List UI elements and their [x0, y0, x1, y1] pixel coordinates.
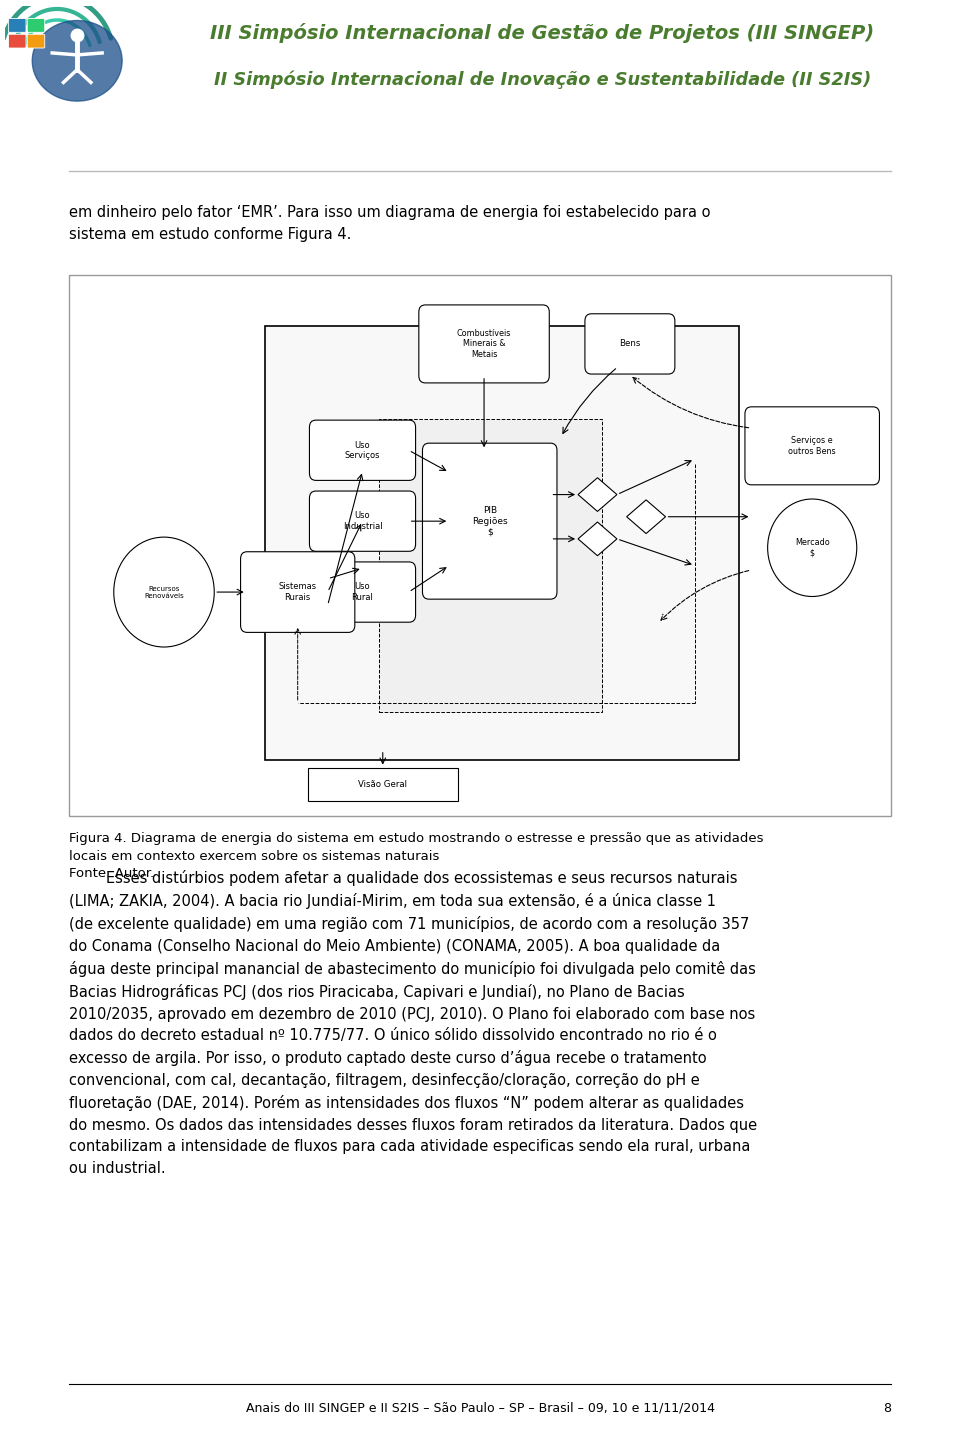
FancyBboxPatch shape [27, 35, 45, 48]
Text: em dinheiro pelo fator ‘EMR’. Para isso um diagrama de energia foi estabelecido : em dinheiro pelo fator ‘EMR’. Para isso … [69, 205, 710, 241]
FancyBboxPatch shape [69, 275, 891, 816]
Polygon shape [578, 478, 617, 512]
FancyBboxPatch shape [585, 314, 675, 374]
Text: Sistemas
Rurais: Sistemas Rurais [278, 582, 317, 601]
FancyBboxPatch shape [9, 35, 26, 48]
FancyBboxPatch shape [309, 562, 416, 623]
Text: Uso
Serviços: Uso Serviços [345, 441, 380, 460]
FancyBboxPatch shape [241, 552, 355, 633]
Text: III Simpósio Internacional de Gestão de Projetos (III SINGEP): III Simpósio Internacional de Gestão de … [210, 23, 875, 43]
Text: Serviços e
outros Bens: Serviços e outros Bens [788, 436, 836, 455]
Bar [265, 327, 739, 760]
Text: Figura 4. Diagrama de energia do sistema em estudo mostrando o estresse e pressã: Figura 4. Diagrama de energia do sistema… [69, 832, 763, 880]
Circle shape [114, 538, 214, 647]
Text: Recursos
Renováveis: Recursos Renováveis [144, 585, 184, 598]
Text: Bens: Bens [619, 340, 640, 348]
Text: Uso
Rural: Uso Rural [351, 582, 373, 601]
FancyBboxPatch shape [9, 19, 26, 32]
FancyBboxPatch shape [419, 305, 549, 383]
FancyBboxPatch shape [745, 407, 879, 486]
Text: II Simpósio Internacional de Inovação e Sustentabilidade (II S2IS): II Simpósio Internacional de Inovação e … [214, 71, 871, 88]
FancyBboxPatch shape [422, 444, 557, 600]
FancyBboxPatch shape [309, 491, 416, 552]
Text: PIB
Regiões
$: PIB Regiões $ [472, 506, 508, 536]
FancyBboxPatch shape [309, 420, 416, 480]
Text: 8: 8 [883, 1402, 891, 1415]
Text: Anais do III SINGEP e II S2IS – São Paulo – SP – Brasil – 09, 10 e 11/11/2014: Anais do III SINGEP e II S2IS – São Paul… [246, 1402, 714, 1415]
Bar [308, 767, 458, 801]
Text: Mercado
$: Mercado $ [795, 538, 829, 558]
Bar [378, 419, 602, 712]
Text: Esses distúrbios podem afetar a qualidade dos ecossistemas e seus recursos natur: Esses distúrbios podem afetar a qualidad… [69, 870, 757, 1176]
Text: Visão Geral: Visão Geral [358, 780, 407, 789]
Circle shape [768, 499, 856, 597]
FancyBboxPatch shape [27, 19, 45, 32]
Polygon shape [627, 500, 665, 533]
Polygon shape [578, 522, 617, 556]
Ellipse shape [33, 20, 122, 101]
Text: Uso
Industrial: Uso Industrial [343, 512, 382, 530]
Text: Combustíveis
Minerais &
Metais: Combustíveis Minerais & Metais [457, 329, 512, 358]
